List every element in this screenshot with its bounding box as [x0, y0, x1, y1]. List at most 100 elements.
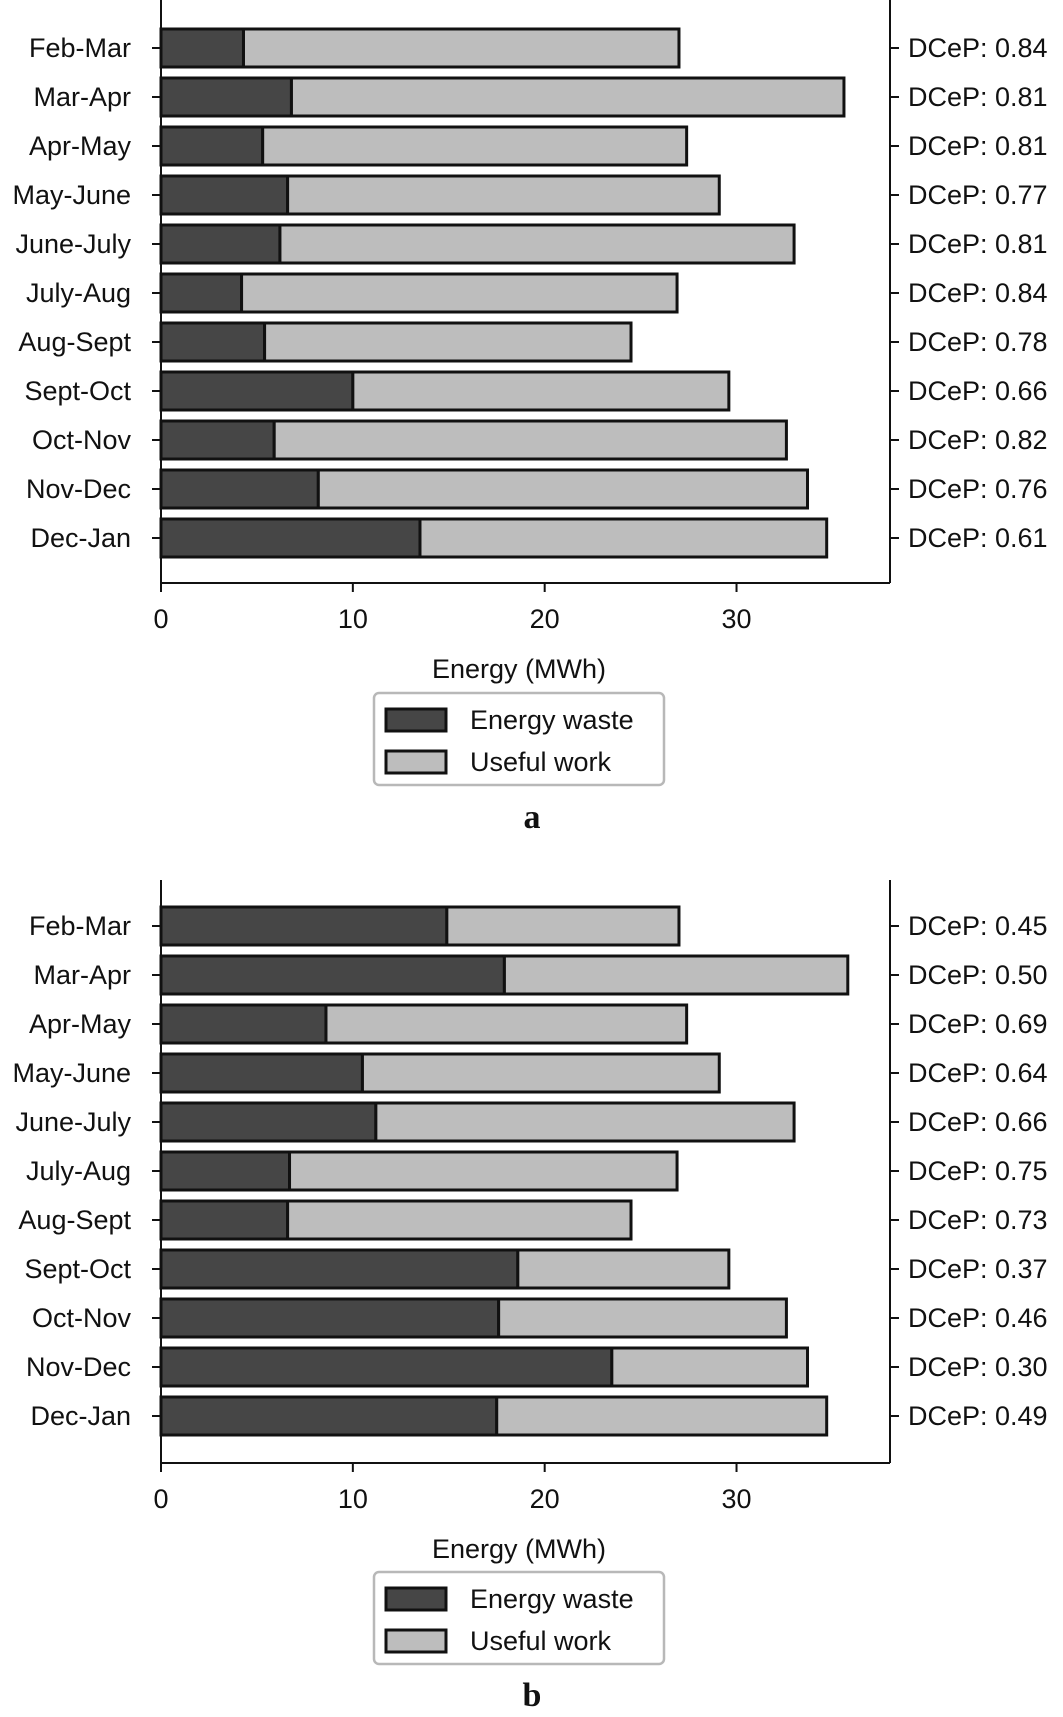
y-tick-label: Oct-Nov [32, 1303, 132, 1333]
bar-energy-waste-aug-sept [159, 321, 267, 363]
bar-energy-waste-june-july [159, 223, 282, 265]
bar-energy-waste-feb-mar [159, 905, 449, 947]
bar-energy-waste-sept-oct [159, 370, 355, 412]
bar-useful-work-nov-dec [610, 1346, 810, 1388]
legend-swatch-energy-waste [384, 707, 448, 733]
bar-energy-waste-july-aug [159, 272, 244, 314]
bar-energy-waste-july-aug [159, 1150, 292, 1192]
y-tick-label: Mar-Apr [33, 960, 131, 990]
y-tick-label: Apr-May [29, 1009, 132, 1039]
bar-energy-waste-feb-mar [159, 27, 245, 69]
y-tick-label: Apr-May [29, 131, 132, 161]
chart-panel-a: Feb-Mar DCeP: 0.84 Mar-Apr DCeP: 0.81 Apr-Ma… [12, 0, 1048, 836]
bar-useful-work-sept-oct [516, 1248, 731, 1290]
x-tick-label: 10 [338, 1484, 368, 1514]
bar-energy-waste-apr-may [159, 125, 265, 167]
dcep-label: DCeP: 0.45 [908, 911, 1048, 941]
x-axis-label: Energy (MWh) [432, 1534, 606, 1564]
dcep-label: DCeP: 0.66 [908, 1107, 1048, 1137]
x-tick-label: 20 [530, 1484, 560, 1514]
y-tick-label: Dec-Jan [30, 1401, 131, 1431]
bar-useful-work-feb-mar [445, 905, 681, 947]
legend-label-useful-work: Useful work [470, 747, 612, 777]
bar-energy-waste-nov-dec [159, 1346, 614, 1388]
dcep-label: DCeP: 0.30 [908, 1352, 1048, 1382]
bar-useful-work-apr-may [324, 1003, 689, 1045]
y-tick-label: May-June [12, 180, 131, 210]
bar-useful-work-dec-jan [418, 517, 829, 559]
legend-swatch-useful-work [384, 1628, 448, 1654]
x-tick-label: 10 [338, 604, 368, 634]
bar-energy-waste-dec-jan [159, 1395, 499, 1437]
y-tick-label: Nov-Dec [26, 474, 131, 504]
dcep-label: DCeP: 0.84 [908, 33, 1048, 63]
y-tick-label: Sept-Oct [24, 376, 131, 406]
bar-useful-work-aug-sept [286, 1199, 633, 1241]
dcep-label: DCeP: 0.78 [908, 327, 1048, 357]
dcep-label: DCeP: 0.66 [908, 376, 1048, 406]
bar-useful-work-july-aug [240, 272, 679, 314]
bar-useful-work-aug-sept [263, 321, 633, 363]
legend-swatch-energy-waste [384, 1586, 448, 1612]
y-tick-label: June-July [15, 1107, 131, 1137]
y-tick-label: July-Aug [26, 1156, 131, 1186]
bar-useful-work-apr-may [261, 125, 689, 167]
bar-energy-waste-apr-may [159, 1003, 328, 1045]
bar-energy-waste-may-june [159, 174, 290, 216]
y-tick-label: Sept-Oct [24, 1254, 131, 1284]
dcep-label: DCeP: 0.46 [908, 1303, 1048, 1333]
y-tick-label: Aug-Sept [18, 1205, 131, 1235]
x-tick-label: 0 [153, 1484, 168, 1514]
dcep-label: DCeP: 0.37 [908, 1254, 1048, 1284]
y-tick-label: July-Aug [26, 278, 131, 308]
y-tick-label: June-July [15, 229, 131, 259]
bar-energy-waste-may-june [159, 1052, 364, 1094]
bar-energy-waste-oct-nov [159, 1297, 501, 1339]
y-tick-label: Oct-Nov [32, 425, 132, 455]
y-tick-label: Dec-Jan [30, 523, 131, 553]
bar-useful-work-mar-apr [502, 954, 850, 996]
y-tick-label: Nov-Dec [26, 1352, 131, 1382]
dcep-label: DCeP: 0.76 [908, 474, 1048, 504]
dcep-label: DCeP: 0.81 [908, 82, 1048, 112]
dcep-label: DCeP: 0.84 [908, 278, 1048, 308]
legend-label-useful-work: Useful work [470, 1626, 612, 1656]
dcep-label: DCeP: 0.82 [908, 425, 1048, 455]
y-tick-label: May-June [12, 1058, 131, 1088]
bar-useful-work-june-july [374, 1101, 796, 1143]
legend-swatch-useful-work [384, 749, 448, 775]
bar-useful-work-nov-dec [316, 468, 810, 510]
dcep-label: DCeP: 0.61 [908, 523, 1048, 553]
legend-label-energy-waste: Energy waste [470, 705, 634, 735]
legend-label-energy-waste: Energy waste [470, 1584, 634, 1614]
bar-useful-work-oct-nov [272, 419, 788, 461]
bar-useful-work-feb-mar [241, 27, 681, 69]
bar-useful-work-may-june [360, 1052, 721, 1094]
chart-panel-b: Feb-Mar DCeP: 0.45 Mar-Apr DCeP: 0.50 Apr-Ma… [12, 880, 1048, 1714]
bar-useful-work-june-july [278, 223, 796, 265]
bar-energy-waste-mar-apr [159, 76, 293, 118]
bar-useful-work-oct-nov [497, 1297, 788, 1339]
dcep-label: DCeP: 0.49 [908, 1401, 1048, 1431]
panel-letter-a: a [524, 799, 541, 836]
bar-energy-waste-sept-oct [159, 1248, 520, 1290]
x-tick-label: 30 [722, 604, 752, 634]
x-tick-label: 20 [530, 604, 560, 634]
dcep-label: DCeP: 0.81 [908, 229, 1048, 259]
bar-energy-waste-dec-jan [159, 517, 422, 559]
y-tick-label: Mar-Apr [33, 82, 131, 112]
x-axis-label: Energy (MWh) [432, 654, 606, 684]
bar-useful-work-mar-apr [289, 76, 846, 118]
bar-energy-waste-aug-sept [159, 1199, 290, 1241]
bar-energy-waste-nov-dec [159, 468, 320, 510]
bar-energy-waste-june-july [159, 1101, 378, 1143]
y-tick-label: Feb-Mar [29, 33, 131, 63]
bar-useful-work-may-june [286, 174, 721, 216]
bar-useful-work-sept-oct [351, 370, 731, 412]
dcep-label: DCeP: 0.81 [908, 131, 1048, 161]
bar-energy-waste-oct-nov [159, 419, 276, 461]
dcep-label: DCeP: 0.50 [908, 960, 1048, 990]
bar-energy-waste-mar-apr [159, 954, 506, 996]
